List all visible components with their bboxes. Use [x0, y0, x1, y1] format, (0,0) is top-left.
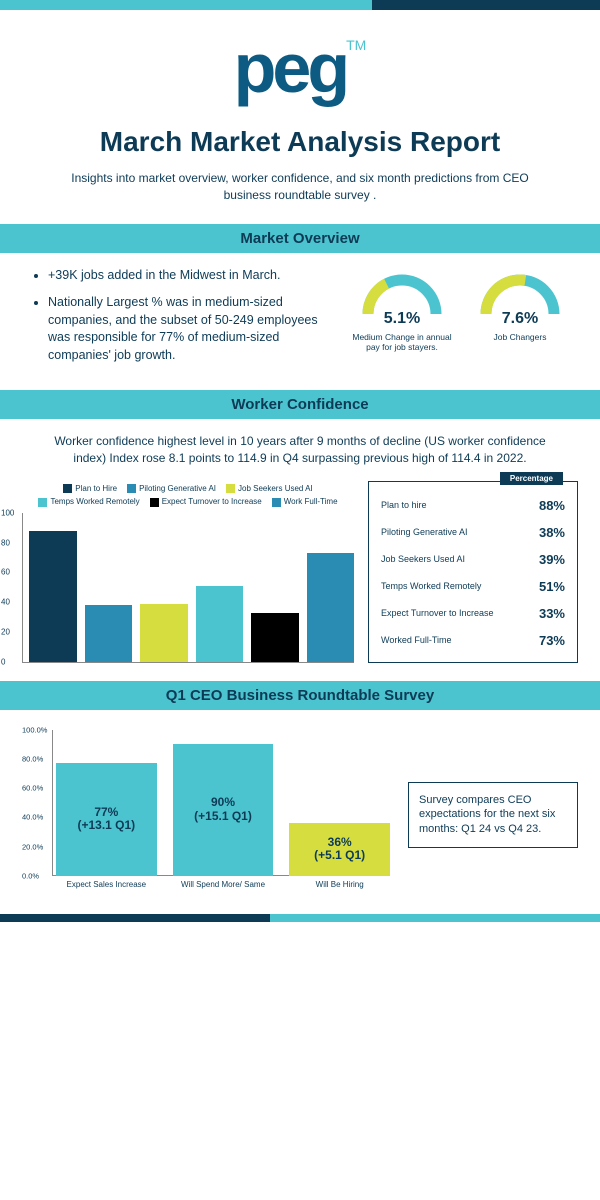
ceo-note: Survey compares CEO expectations for the…: [408, 782, 578, 849]
bottom-accent: [0, 914, 600, 922]
section-ceo-heading: Q1 CEO Business Roundtable Survey: [0, 681, 600, 710]
page-title: March Market Analysis Report: [40, 126, 560, 158]
top-accent: [0, 0, 600, 10]
logo: pegTM: [0, 10, 600, 106]
ceo-bar-chart: 77%(+13.1 Q1) Expect Sales Increase 90%(…: [22, 730, 390, 900]
gauges: 5.1% Medium Change in annual pay for job…: [352, 267, 570, 375]
section-market-heading: Market Overview: [0, 224, 600, 253]
percentage-table: Percentage Plan to hire88%Piloting Gener…: [368, 481, 578, 663]
worker-intro: Worker confidence highest level in 10 ye…: [50, 433, 550, 467]
section-worker-heading: Worker Confidence: [0, 390, 600, 419]
worker-bar-chart: Plan to HirePiloting Generative AIJob Se…: [22, 484, 354, 663]
page-subtitle: Insights into market overview, worker co…: [70, 170, 530, 204]
market-bullets: +39K jobs added in the Midwest in March.…: [30, 267, 342, 375]
